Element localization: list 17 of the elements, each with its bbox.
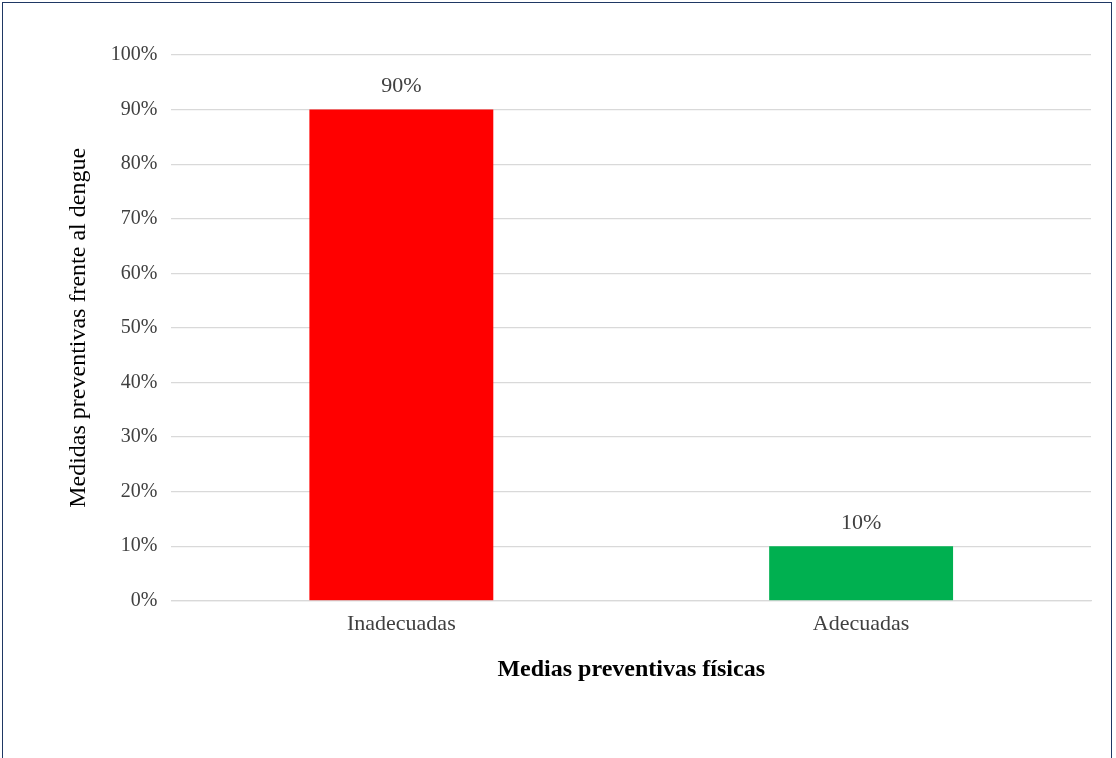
y-tick-label: 80% [120, 151, 158, 174]
y-tick-label: 50% [120, 315, 158, 338]
y-tick-label: 100% [110, 42, 158, 65]
data-label: 10% [840, 509, 882, 534]
y-tick-label: 30% [120, 424, 158, 447]
y-tick-label: 10% [120, 533, 158, 556]
data-label: 90% [381, 72, 422, 98]
x-tick-label: Adecuadas [812, 609, 910, 635]
y-tick-label: 40% [120, 369, 158, 392]
y-tick-label: 70% [120, 205, 158, 228]
x-tick-label: Inadecuadas [346, 609, 456, 635]
y-axis-title: Medidas preventivas frente al dengue [63, 147, 90, 508]
y-tick-label: 60% [120, 260, 158, 283]
y-tick-label: 90% [120, 96, 158, 119]
y-tick-label: 20% [120, 478, 158, 501]
y-tick-label: 0% [130, 588, 158, 611]
x-axis-title: Medias preventivas físicas [497, 654, 765, 681]
